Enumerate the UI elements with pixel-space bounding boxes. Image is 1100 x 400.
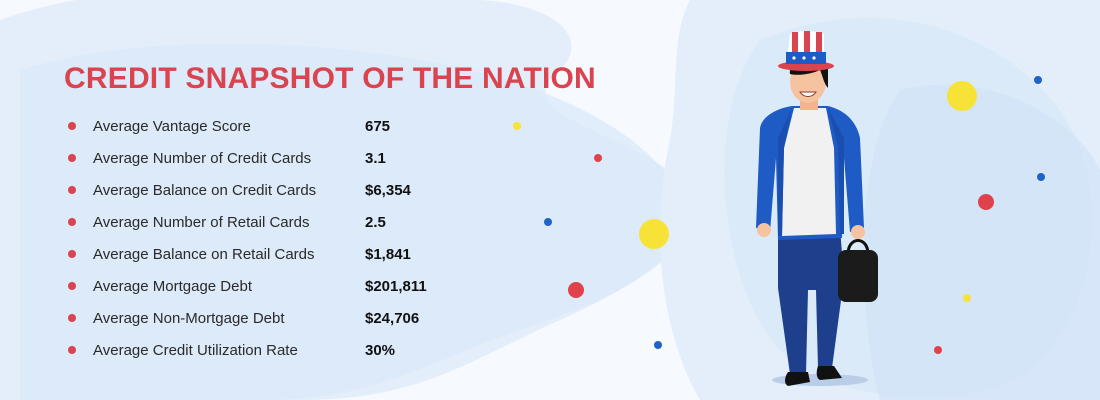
dot-blue — [1034, 76, 1042, 84]
trousers — [778, 228, 844, 374]
bullet-icon — [68, 218, 76, 226]
star-icon — [812, 56, 816, 60]
hat-stripe — [792, 32, 798, 52]
stats-list: Average Vantage Score 675 Average Number… — [64, 112, 564, 368]
blob-left-inner — [20, 43, 683, 400]
dot-red — [978, 194, 994, 210]
dot-yellow — [963, 294, 971, 302]
stat-label: Average Number of Retail Cards — [93, 214, 310, 231]
list-item: Average Vantage Score 675 — [64, 112, 564, 144]
stat-label: Average Credit Utilization Rate — [93, 342, 298, 359]
bullet-icon — [68, 186, 76, 194]
list-item: Average Balance on Retail Cards $1,841 — [64, 240, 564, 272]
uncle-sam-illustration — [756, 31, 878, 386]
stat-label: Average Vantage Score — [93, 118, 251, 135]
stat-label: Average Non-Mortgage Debt — [93, 310, 285, 327]
smile — [799, 91, 817, 97]
dot-yellow — [639, 219, 669, 249]
list-item: Average Number of Retail Cards 2.5 — [64, 208, 564, 240]
right-shoe — [816, 366, 842, 380]
stat-label: Average Mortgage Debt — [93, 278, 252, 295]
briefcase-icon — [838, 250, 878, 302]
stat-value: $1,841 — [365, 246, 411, 263]
stat-value: $6,354 — [365, 182, 411, 199]
dot-red — [594, 154, 602, 162]
stat-label: Average Number of Credit Cards — [93, 150, 312, 167]
stat-label: Average Balance on Retail Cards — [93, 246, 315, 263]
list-item: Average Balance on Credit Cards $6,354 — [64, 176, 564, 208]
hat-stripe — [804, 31, 810, 52]
hat-band — [786, 52, 826, 64]
blob-right-overlap — [863, 84, 1100, 400]
list-item: Average Non-Mortgage Debt $24,706 — [64, 304, 564, 336]
right-hand — [851, 225, 865, 239]
page-title: CREDIT SNAPSHOT OF THE NATION — [64, 62, 596, 95]
dot-blue — [544, 218, 552, 226]
list-item: Average Credit Utilization Rate 30% — [64, 336, 564, 368]
dot-yellow — [947, 81, 977, 111]
list-item: Average Mortgage Debt $201,811 — [64, 272, 564, 304]
dot-red — [934, 346, 942, 354]
stat-value: $201,811 — [365, 278, 427, 295]
stat-value: 675 — [365, 118, 391, 135]
dot-yellow — [513, 122, 521, 130]
shirt — [782, 108, 836, 236]
bullet-icon — [68, 122, 76, 130]
lapel-left — [778, 108, 792, 236]
hat-stripe — [816, 32, 822, 52]
stat-value: 2.5 — [365, 214, 386, 231]
stat-value: 3.1 — [365, 150, 386, 167]
lapel-right — [828, 108, 844, 234]
bullet-icon — [68, 282, 76, 290]
left-shoe — [785, 372, 810, 386]
bullet-icon — [68, 154, 76, 162]
stat-value: $24,706 — [365, 310, 420, 327]
bullet-icon — [68, 346, 76, 354]
bullet-icon — [68, 250, 76, 258]
star-icon — [792, 56, 796, 60]
dot-blue — [1037, 173, 1045, 181]
stat-value: 30% — [365, 342, 396, 359]
star-icon — [802, 56, 806, 60]
left-hand — [757, 223, 771, 237]
dot-blue — [654, 341, 662, 349]
stat-label: Average Balance on Credit Cards — [93, 182, 317, 199]
dot-red — [568, 282, 584, 298]
bullet-icon — [68, 314, 76, 322]
list-item: Average Number of Credit Cards 3.1 — [64, 144, 564, 176]
